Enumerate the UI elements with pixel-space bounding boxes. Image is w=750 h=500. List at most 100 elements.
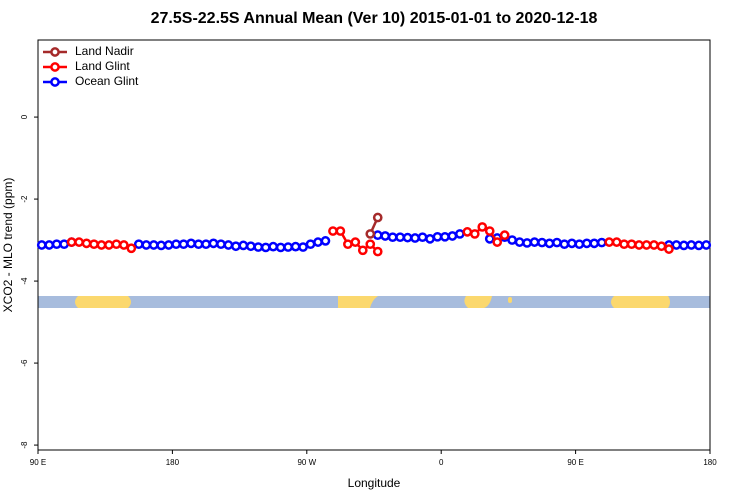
data-point [163,240,174,250]
data-point [544,238,555,249]
data-point [275,242,286,253]
data-point [596,237,607,248]
data-point [313,237,323,247]
data-point [156,240,167,251]
data-point [59,239,69,250]
data-point [552,237,562,248]
data-point [455,229,465,239]
x-axis-label: Longitude [348,476,401,490]
data-point [283,242,293,252]
data-point [462,227,473,237]
data-point [89,239,99,250]
data-point [589,238,600,249]
data-point [604,237,615,247]
data-point [133,239,144,250]
data-point [44,240,55,250]
data-point [395,232,405,243]
data-point [410,233,420,243]
y-axis-label: XCO2 - MLO trend (ppm) [1,178,15,313]
land-patch [338,296,378,308]
data-point [111,239,122,250]
data-point [365,229,376,239]
data-point [305,239,316,250]
data-point [186,238,196,249]
legend-marker [50,77,60,87]
data-point [529,237,540,247]
data-point [641,240,652,250]
data-point [216,239,226,250]
data-point [328,226,338,236]
data-point [574,239,585,250]
data-point [290,241,301,252]
data-point [268,241,279,252]
data-point [440,231,450,242]
legend-label: Land Nadir [75,44,134,58]
data-point [581,238,592,249]
data-point [387,232,398,243]
data-point [238,240,249,251]
data-point [51,239,62,250]
data-point [372,246,383,257]
data-point [634,240,644,250]
y-tick-label: -6 [20,359,29,367]
data-point [81,238,92,249]
data-point [343,239,353,250]
data-point [193,239,204,250]
data-point [686,240,697,250]
data-point [223,240,234,250]
data-point [417,232,428,243]
land-patch [611,296,670,308]
data-point [679,240,689,251]
land-ocean-strip [38,296,710,308]
data-point [701,240,712,250]
data-point [611,237,622,247]
data-point [477,222,488,232]
data-point [514,237,525,247]
legend-marker [50,62,60,72]
legend-label: Ocean Glint [75,74,139,88]
data-point [231,241,241,252]
x-tick-label: 90 E [567,458,583,467]
data-point [126,243,137,254]
data-point [245,241,256,252]
data-point [208,238,219,249]
data-point [484,226,495,236]
data-point [380,231,391,241]
data-point [96,240,107,250]
data-point [357,245,368,256]
data-point [619,239,629,250]
data-point [148,240,159,250]
y-tick-label: -2 [20,195,29,203]
data-point [559,239,570,250]
data-point [664,244,674,254]
data-point [178,239,189,250]
data-point [626,239,637,250]
y-tick-label: 0 [20,114,29,119]
data-point [335,226,346,236]
data-point [402,232,413,243]
chart-title: 27.5S-22.5S Annual Mean (Ver 10) 2015-01… [151,10,598,27]
x-tick-label: 90 W [297,458,316,467]
y-tick-label: -8 [20,441,29,449]
data-point [141,240,152,250]
data-point [693,240,704,251]
data-point [567,238,577,249]
data-point [350,237,361,247]
data-point [492,237,503,247]
data-point [104,240,114,250]
data-point [201,239,211,250]
land-patch [464,296,492,308]
data-point [74,237,84,247]
data-point [298,242,308,252]
x-tick-label: 0 [439,458,444,467]
ocean-strip [38,296,710,308]
land-patch [508,297,512,303]
data-point [320,236,331,246]
data-point [66,237,77,247]
data-point [260,242,271,253]
legend-label: Land Glint [75,59,130,73]
x-tick-label: 180 [703,458,717,467]
